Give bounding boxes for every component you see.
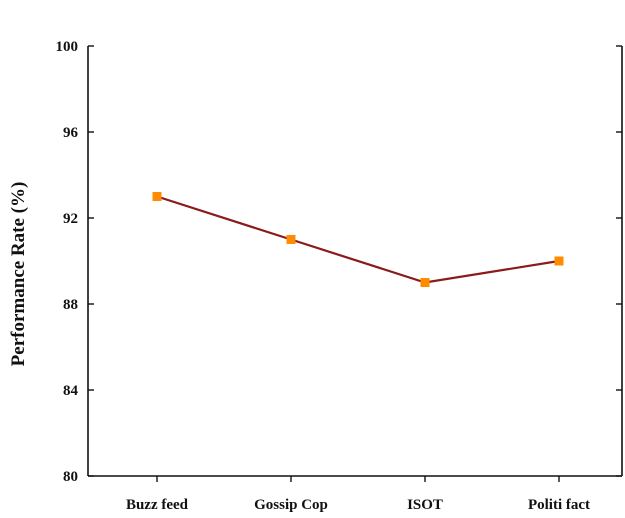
y-tick-label-80: 80	[63, 469, 78, 485]
x-tick-label-3: Politi fact	[528, 497, 590, 513]
y-tick-label-88: 88	[63, 297, 78, 313]
x-tick-label-1: Gossip Cop	[254, 497, 328, 513]
y-tick-label-92: 92	[63, 211, 78, 227]
x-tick-label-0: Buzz feed	[126, 497, 189, 513]
data-point-1	[286, 235, 296, 244]
y-tick-label-96: 96	[63, 125, 79, 141]
data-point-2	[420, 278, 430, 287]
data-point-3	[554, 256, 564, 266]
y-tick-label-100: 100	[56, 39, 79, 55]
y-axis-title: Performance Rate (%)	[8, 182, 29, 367]
plot-area: 80 84 88 92 96 100 Buzz feed Gossip Cop ISOT Poli…	[56, 39, 623, 513]
data-point-0	[152, 192, 162, 201]
series-line-0	[156, 195, 560, 284]
y-tick-label-84: 84	[63, 383, 79, 399]
x-tick-label-2: ISOT	[407, 497, 443, 513]
